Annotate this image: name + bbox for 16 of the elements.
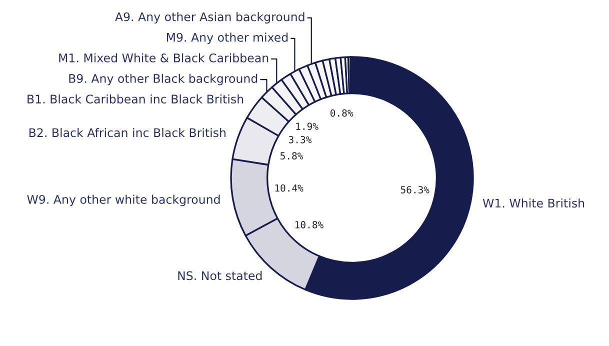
- slice-label: M9. Any other mixed: [166, 32, 288, 44]
- slice-label: M1. Mixed White & Black Caribbean: [59, 53, 268, 62]
- data-label: 1.9%: [296, 122, 318, 130]
- slice-label: NS. Not stated: [178, 271, 262, 280]
- data-label: 56.3%: [400, 186, 430, 194]
- data-label: 5.8%: [280, 152, 304, 160]
- slice-label: B9. Any other Black background: [69, 74, 258, 86]
- data-label: 10.4%: [275, 184, 304, 192]
- slice-label: W1. White British: [482, 198, 584, 208]
- slice-label: A9. Any other Asian background: [115, 12, 304, 24]
- slice-label: B2. Black African inc Black British: [29, 128, 226, 138]
- slice-label: W9. Any other white background: [27, 194, 220, 206]
- data-label: 3.3%: [288, 136, 312, 144]
- data-label: 10.8%: [296, 221, 324, 228]
- data-label: 0.8%: [330, 109, 354, 117]
- slice-label: B1. Black Caribbean inc Black British: [28, 94, 244, 104]
